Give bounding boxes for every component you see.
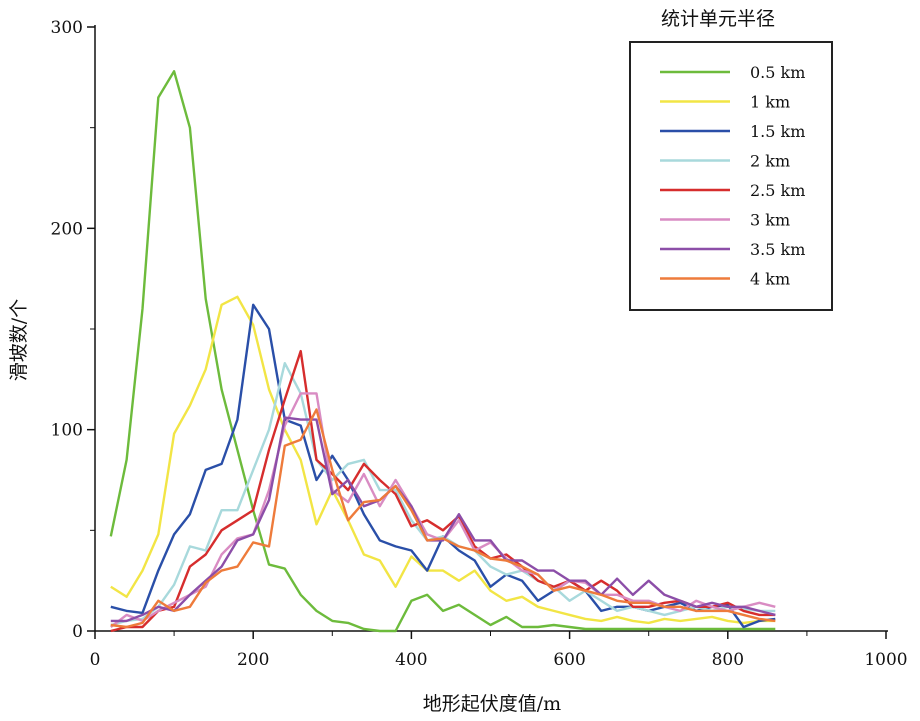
x-tick-label: 1000 xyxy=(864,650,907,670)
series-layer xyxy=(109,70,776,633)
legend-box xyxy=(629,41,833,311)
x-tick-label: 200 xyxy=(237,650,269,670)
x-axis-label: 地形起伏度值/m xyxy=(423,693,561,715)
series-line-5 xyxy=(110,349,776,633)
axes: 0 200 400 600 800 1000 0 100 200 300 xyxy=(51,18,908,670)
y-tick-label: 200 xyxy=(51,219,83,239)
x-tick-label: 600 xyxy=(553,650,585,670)
x-tick-label: 800 xyxy=(712,650,744,670)
y-tick-label: 0 xyxy=(72,622,83,642)
y-tick-label: 300 xyxy=(51,18,83,38)
legend-label: 0.5 km xyxy=(750,63,805,82)
series-line-1 xyxy=(109,70,776,633)
legend-label: 4 km xyxy=(750,270,790,289)
y-axis-ticks: 0 100 200 300 xyxy=(51,18,95,642)
legend-label: 2 km xyxy=(750,152,790,171)
series-line-8 xyxy=(110,408,776,629)
legend-title: 统计单元半径 xyxy=(661,8,775,30)
legend-label: 2.5 km xyxy=(750,181,805,200)
legend-label: 3 km xyxy=(750,211,790,230)
series-line-6 xyxy=(110,392,776,628)
legend: 0.5 km 1 km 1.5 km 2 km 2.5 km 3 km 3.5 km 4 km xyxy=(629,41,833,311)
legend-label: 1 km xyxy=(750,93,790,112)
x-axis-ticks: 0 200 400 600 800 1000 xyxy=(90,631,908,670)
y-tick-label: 100 xyxy=(51,421,83,441)
y-axis-label: 滑坡数/个 xyxy=(8,299,30,381)
x-tick-label: 400 xyxy=(395,650,427,670)
x-tick-label: 0 xyxy=(90,650,101,670)
legend-label: 1.5 km xyxy=(750,122,805,141)
series-line-4 xyxy=(110,362,776,627)
series-line-2 xyxy=(110,295,776,625)
legend-label: 3.5 km xyxy=(750,240,805,259)
minor-ticks xyxy=(90,127,808,636)
series-line-7 xyxy=(110,416,776,623)
legend-items: 0.5 km 1 km 1.5 km 2 km 2.5 km 3 km 3.5 km 4 km xyxy=(660,63,805,289)
